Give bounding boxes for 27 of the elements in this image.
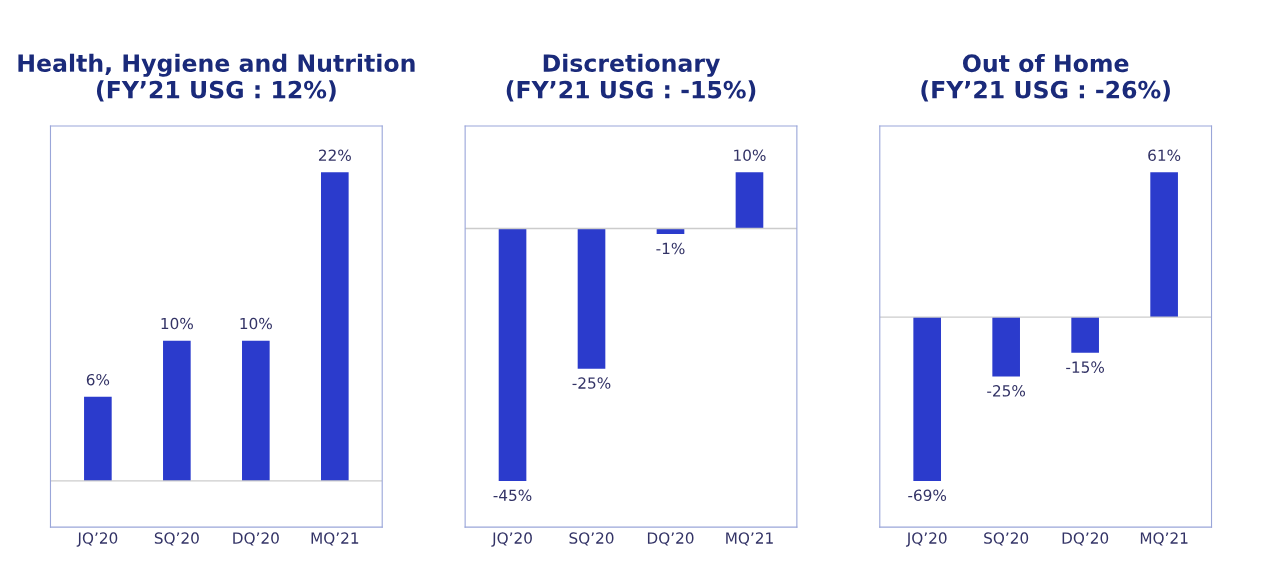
x-tick-label: JQ’20 xyxy=(76,532,118,547)
x-tick-label: SQ’20 xyxy=(154,532,199,546)
x-tick-label: SQ’20 xyxy=(984,532,1029,546)
chart-title: Discretionary (FY’21 USG : -15%) xyxy=(506,53,756,102)
data-label: 10% xyxy=(734,149,766,162)
x-tick-label: DQ’20 xyxy=(233,532,279,546)
data-label: -15% xyxy=(1066,361,1105,373)
x-tick-label: MQ’21 xyxy=(1140,532,1188,546)
data-label: -1% xyxy=(656,242,685,255)
data-label: 10% xyxy=(240,317,272,330)
x-tick-label: MQ’21 xyxy=(726,532,773,546)
x-tick-label: JQ’20 xyxy=(905,532,947,547)
x-tick-label: DQ’20 xyxy=(647,532,694,546)
data-label: -25% xyxy=(572,377,611,389)
data-label: 61% xyxy=(1148,149,1181,162)
data-label: 6% xyxy=(86,373,110,386)
chart-title: Out of Home (FY’21 USG : -26%) xyxy=(921,53,1170,102)
x-tick-label: MQ’21 xyxy=(311,532,359,546)
data-label: 10% xyxy=(161,317,193,330)
x-tick-label: JQ’20 xyxy=(491,532,532,547)
x-tick-label: SQ’20 xyxy=(569,532,614,546)
data-label: 22% xyxy=(318,149,351,162)
data-label: -69% xyxy=(908,489,947,502)
data-label: -45% xyxy=(493,489,532,502)
chart-title: Health, Hygiene and Nutrition (FY’21 USG : 12%) xyxy=(18,53,415,102)
x-tick-label: DQ’20 xyxy=(1062,532,1109,546)
data-label: -25% xyxy=(987,385,1026,397)
